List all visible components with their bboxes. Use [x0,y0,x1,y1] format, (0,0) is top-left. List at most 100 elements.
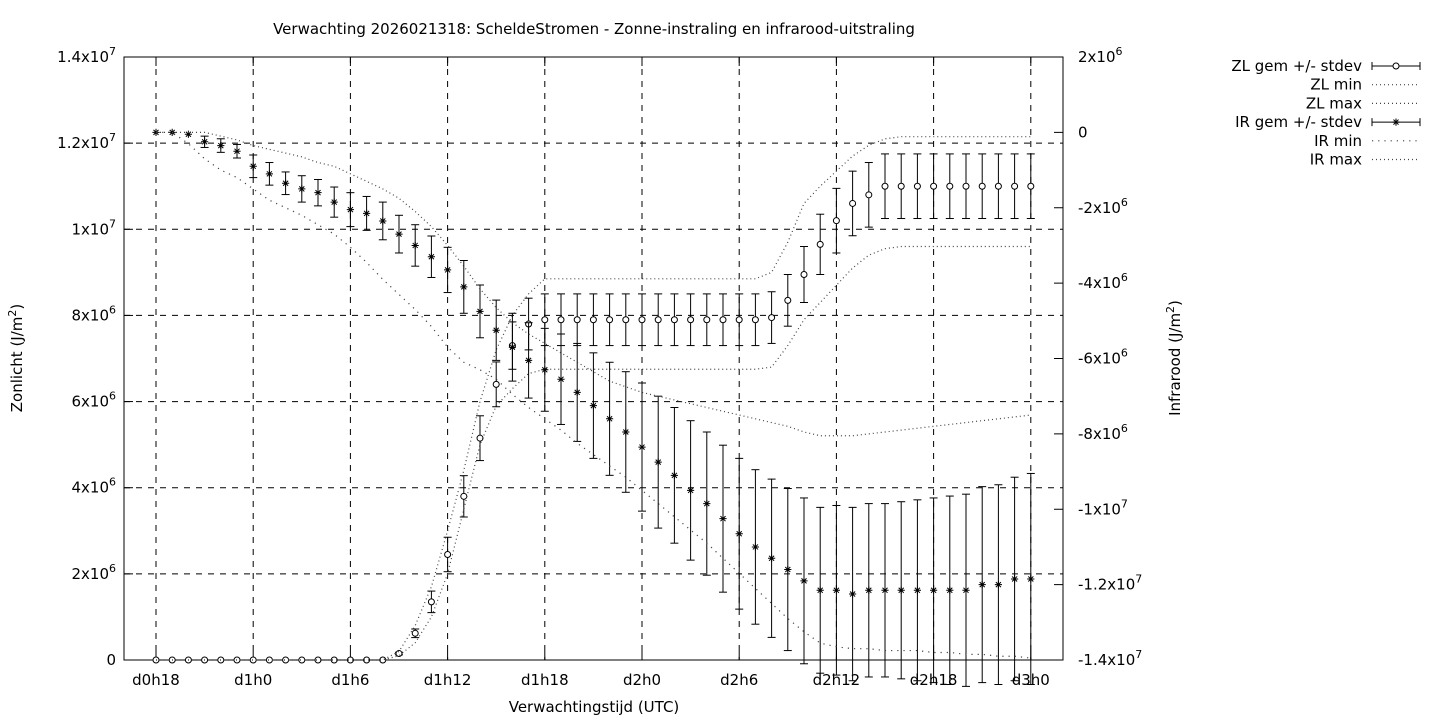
data-point [849,590,857,598]
y2-tick-label: -2x106 [1078,196,1128,217]
data-point [346,656,354,664]
data-point [411,629,419,637]
data-point [492,326,500,334]
legend-entry: IR max [1310,151,1420,169]
data-point [946,586,954,594]
data-point [379,217,387,225]
data-point [492,380,500,388]
data-point [298,185,306,193]
data-point [735,530,743,538]
data-point [395,230,403,238]
data-point [184,130,192,138]
data-point [573,388,581,397]
data-point [735,316,743,324]
y2-tick-label: -4x106 [1078,271,1128,292]
data-point [654,458,662,466]
data-point [784,565,792,574]
data-point [1027,575,1035,583]
data-point [265,656,273,664]
data-point [363,209,371,218]
data-point [978,581,986,589]
data-point [346,206,354,214]
data-point [282,179,290,187]
data-point [379,656,387,664]
y2-tick-label: 2x106 [1078,45,1123,66]
data-point [460,283,468,291]
y2-tick-label: -1x107 [1078,497,1128,518]
legend-marker [1392,118,1400,126]
series-ir-min [156,131,1031,659]
y2-tick-label: -8x106 [1078,422,1128,443]
data-point [298,656,306,664]
data-point [330,198,338,206]
data-point [1027,182,1035,190]
data-point [751,316,759,324]
data-point [962,586,970,594]
data-point [638,443,646,451]
data-point [589,316,597,324]
y-tick-label: 1x107 [71,217,116,238]
y-tick-label: 8x106 [71,303,116,324]
data-point [476,307,484,315]
data-point [541,316,549,324]
data-point [897,182,905,190]
data-point [330,656,338,664]
data-point [233,147,241,155]
data-point [719,316,727,324]
data-point [622,428,630,436]
data-point [865,191,873,199]
data-point [962,182,970,190]
x-axis: d0h18 d1h0 d1h6 d1h12 d1h18 d2h0 d2h6 d2h12 d2h1… [132,57,1050,689]
data-point [589,402,597,410]
x-tick-label: d1h6 [331,671,369,689]
data-point [217,141,225,150]
series-line [156,131,1031,659]
series-ir-max [156,131,1031,437]
data-point [670,471,678,479]
y-tick-label: 4x106 [71,476,116,497]
legend-label: IR gem +/- stdev [1235,113,1362,131]
series-ir-gem-stdev [152,128,1035,687]
data-point [930,182,938,190]
data-point [606,415,614,423]
data-point [557,375,565,383]
data-point [525,356,533,364]
y-tick-label: 1.4x107 [57,45,116,66]
data-point [768,314,776,322]
y-axis-left: 0 2x106 4x106 6x106 8x106 1x107 1.2x107 1.4x107 [57,45,133,669]
data-point [265,170,273,178]
data-point [201,138,209,146]
data-point [395,650,403,658]
data-point [719,515,727,523]
data-point [654,316,662,324]
legend-label: IR min [1314,132,1362,150]
data-point [249,656,257,664]
data-point [444,266,452,274]
data-point [881,586,889,594]
data-point [541,366,549,374]
x-tick-label: d1h18 [521,671,569,689]
data-point [816,240,824,248]
y2-tick-label: -1.2x107 [1078,573,1142,594]
data-point [800,577,808,585]
y-tick-label: 2x106 [71,562,116,583]
data-point [411,241,419,250]
y-axis-right: 2x106 0 -2x106 -4x106 -6x106 -8x106 -1x107 -1.2… [1054,45,1142,669]
data-point [460,492,468,500]
data-point [816,586,824,594]
legend-entry: IR gem +/- stdev [1235,113,1421,131]
y2-tick-label: -6x106 [1078,347,1128,368]
data-point [508,343,516,351]
y-axis-label: Zonlicht (J/m2) [6,304,26,413]
data-point [1011,182,1019,190]
data-point [784,296,792,304]
data-point [670,316,678,324]
legend-entry: ZL min [1310,76,1420,94]
chart-title: Verwachting 2026021318: ScheldeStromen -… [273,20,915,38]
data-point [1011,575,1019,583]
data-point [703,499,711,508]
x-tick-label: d0h18 [132,671,180,689]
y-tick-label: 6x106 [71,390,116,411]
y-tick-label: 0 [106,651,116,669]
